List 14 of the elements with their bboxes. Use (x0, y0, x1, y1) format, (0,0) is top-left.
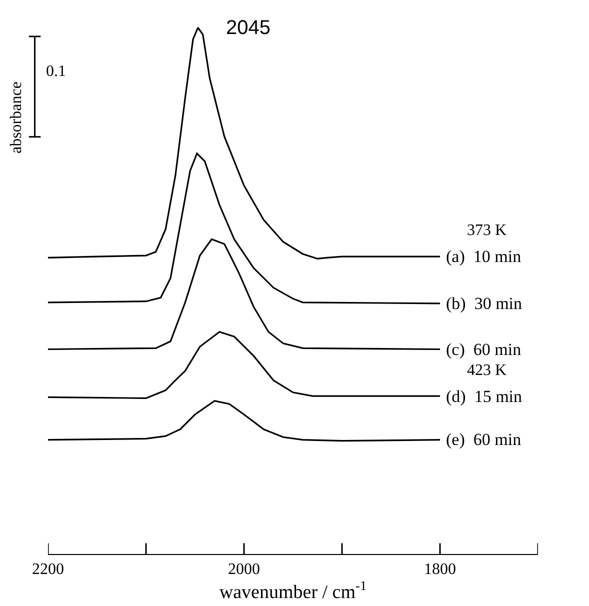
series-label: (e) 60 min (446, 430, 522, 449)
series-label: (c) 60 min (446, 340, 522, 359)
annotation: 373 K (467, 222, 507, 239)
x-tick-label: 2000 (228, 561, 260, 578)
y-axis-title: absorbance (8, 82, 26, 154)
annotation: 2045 (226, 17, 270, 39)
series-label: (d) 15 min (446, 387, 523, 406)
series-label: (a) 10 min (446, 247, 522, 266)
x-tick-label: 2200 (32, 561, 64, 578)
annotation: 0.1 (46, 63, 66, 80)
x-axis-title: wavenumber / cm$^{-1}$ (219, 578, 367, 604)
annotation: 423 K (467, 362, 507, 379)
x-tick-label: 1800 (424, 561, 456, 578)
series-label: (b) 30 min (446, 294, 523, 313)
